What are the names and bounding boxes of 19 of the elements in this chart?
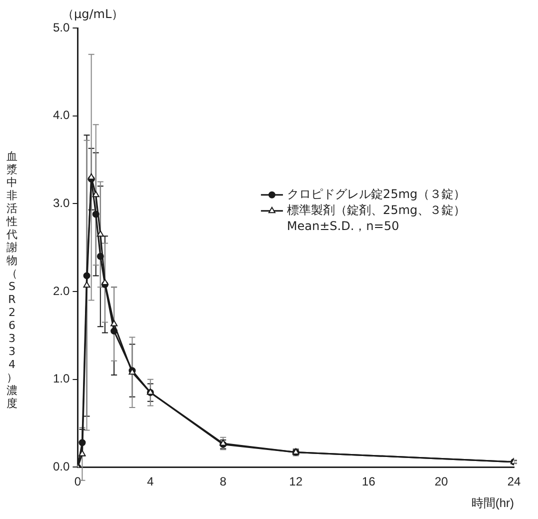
x-axis-title: 時間(hr) <box>471 496 514 510</box>
x-tick-label: 24 <box>507 474 521 489</box>
text: （μg/mL） <box>62 6 124 23</box>
x-tick-label: 0 <box>74 474 82 489</box>
annotation: Mean±S.D.，n=50 <box>286 219 400 234</box>
y-tick-label: 1.0 <box>52 372 70 386</box>
y-tick-label: 5.0 <box>52 20 70 34</box>
x-tick-label: 16 <box>362 474 376 489</box>
text: 血漿中非活性代謝物（SR26334）濃度 <box>6 150 18 410</box>
y-tick-label: 4.0 <box>52 108 70 122</box>
x-tick-label: 20 <box>434 474 448 489</box>
legend-label: クロピドグレル錠25mg（３錠） <box>286 187 466 202</box>
y-tick-label: 2.0 <box>52 284 70 298</box>
x-tick-label: 8 <box>220 474 227 489</box>
x-tick-label: 4 <box>147 474 154 489</box>
y-tick-label: 0.0 <box>52 460 70 474</box>
legend-label: 標準製剤（錠剤、25mg、３錠） <box>286 203 466 218</box>
y-tick-label: 3.0 <box>52 196 70 210</box>
x-tick-label: 12 <box>289 474 303 489</box>
